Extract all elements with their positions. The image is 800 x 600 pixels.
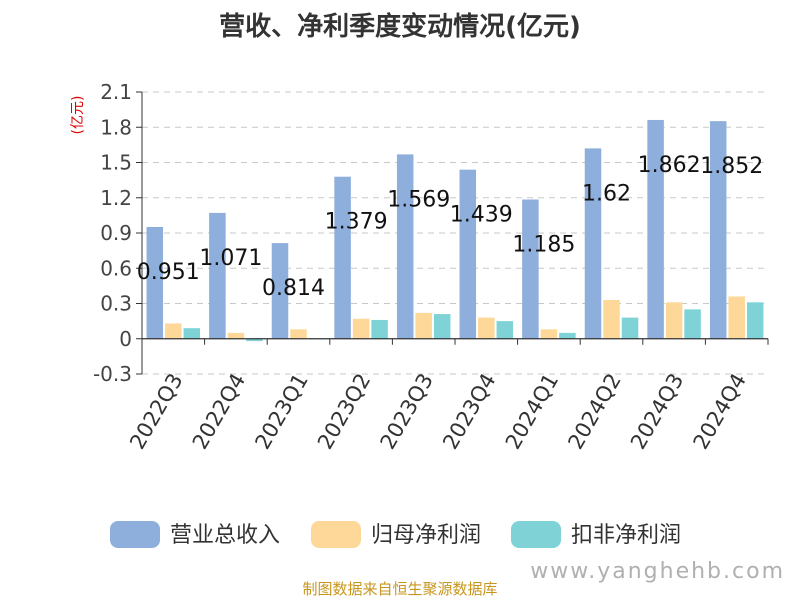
bar-s2-2024Q3 bbox=[684, 309, 701, 339]
bar-s0-2022Q4 bbox=[209, 212, 226, 339]
legend-label-1: 归母净利润 bbox=[371, 523, 481, 548]
y-tick-label: -0.3 bbox=[93, 362, 132, 386]
bar-s1-2024Q4 bbox=[728, 296, 745, 339]
x-tick-label: 2024Q4 bbox=[689, 369, 751, 453]
y-tick-label: 0.3 bbox=[100, 292, 132, 316]
legend-swatch-2 bbox=[511, 521, 561, 548]
bar-s0-2022Q3 bbox=[146, 227, 164, 339]
bar-s2-2024Q2 bbox=[621, 317, 639, 339]
bar-s0-2023Q2 bbox=[334, 176, 351, 339]
bar-s2-2023Q3 bbox=[433, 314, 451, 339]
bar-s0-2023Q1 bbox=[271, 243, 289, 339]
data-label: 1.852 bbox=[700, 154, 763, 179]
bar-s0-2024Q1 bbox=[522, 199, 539, 339]
x-tick-label: 2022Q4 bbox=[188, 369, 250, 453]
chart-title: 营收、净利季度变动情况(亿元) bbox=[219, 11, 581, 42]
data-label: 0.814 bbox=[262, 276, 325, 301]
bars bbox=[146, 119, 764, 342]
bar-s0-2023Q3 bbox=[396, 154, 414, 339]
x-tick-label: 2024Q3 bbox=[626, 369, 688, 453]
source-note: 制图数据来自恒生聚源数据库 bbox=[302, 580, 497, 598]
bar-s0-2024Q2 bbox=[584, 148, 602, 339]
bar-s1-2024Q3 bbox=[665, 302, 683, 339]
bar-s0-2024Q4 bbox=[709, 121, 727, 339]
x-tick-label: 2024Q1 bbox=[501, 369, 563, 453]
data-label: 1.569 bbox=[387, 187, 450, 212]
bar-s2-2024Q1 bbox=[559, 332, 576, 339]
bar-s0-2023Q4 bbox=[459, 169, 477, 339]
x-tick-label: 2024Q2 bbox=[563, 369, 625, 453]
bar-s2-2022Q3 bbox=[183, 328, 201, 339]
y-tick-label: 1.5 bbox=[100, 151, 132, 175]
bar-s1-2023Q2 bbox=[352, 318, 370, 339]
x-tick-label: 2023Q4 bbox=[438, 369, 500, 453]
bar-s2-2023Q4 bbox=[496, 321, 514, 339]
y-unit-label: (亿元) bbox=[70, 96, 86, 135]
x-tick-label: 2023Q1 bbox=[250, 369, 312, 453]
legend-label-0: 营业总收入 bbox=[170, 523, 280, 548]
bar-s1-2022Q3 bbox=[165, 323, 182, 339]
y-tick-label: 0 bbox=[119, 327, 132, 351]
data-label: 1.071 bbox=[199, 246, 262, 271]
legend-swatch-1 bbox=[311, 521, 361, 548]
legend: 营业总收入 归母净利润 扣非净利润 bbox=[110, 521, 681, 548]
y-tick-label: 1.8 bbox=[100, 115, 132, 139]
bar-s1-2022Q4 bbox=[227, 332, 245, 339]
watermark: www.yanghehb.com bbox=[530, 559, 785, 584]
data-label: 1.185 bbox=[512, 233, 575, 258]
data-label: 1.439 bbox=[450, 203, 513, 228]
x-tick-label: 2022Q3 bbox=[125, 369, 187, 453]
bar-s2-2022Q4 bbox=[246, 338, 263, 342]
grid-lines bbox=[142, 91, 768, 375]
bar-s2-2024Q4 bbox=[746, 302, 764, 339]
legend-swatch-0 bbox=[110, 521, 160, 548]
data-label: 0.951 bbox=[137, 260, 200, 285]
data-label: 1.379 bbox=[325, 210, 388, 235]
bar-s1-2024Q2 bbox=[603, 299, 620, 339]
x-tick-label: 2023Q3 bbox=[376, 369, 438, 453]
x-tick-label: 2023Q2 bbox=[313, 369, 375, 453]
y-tick-label: 0.6 bbox=[100, 256, 132, 280]
bar-s0-2024Q3 bbox=[647, 119, 664, 339]
bar-s1-2023Q1 bbox=[290, 329, 307, 339]
data-label: 1.62 bbox=[582, 181, 631, 206]
data-label: 1.862 bbox=[638, 153, 701, 178]
y-tick-label: 1.2 bbox=[100, 186, 132, 210]
bar-s2-2023Q2 bbox=[371, 319, 388, 339]
bar-s1-2023Q4 bbox=[478, 317, 495, 339]
bar-s1-2024Q1 bbox=[540, 329, 558, 339]
y-tick-label: 2.1 bbox=[100, 80, 132, 104]
bar-s1-2023Q3 bbox=[415, 312, 432, 339]
legend-label-2: 扣非净利润 bbox=[571, 523, 681, 548]
y-tick-label: 0.9 bbox=[100, 221, 132, 245]
